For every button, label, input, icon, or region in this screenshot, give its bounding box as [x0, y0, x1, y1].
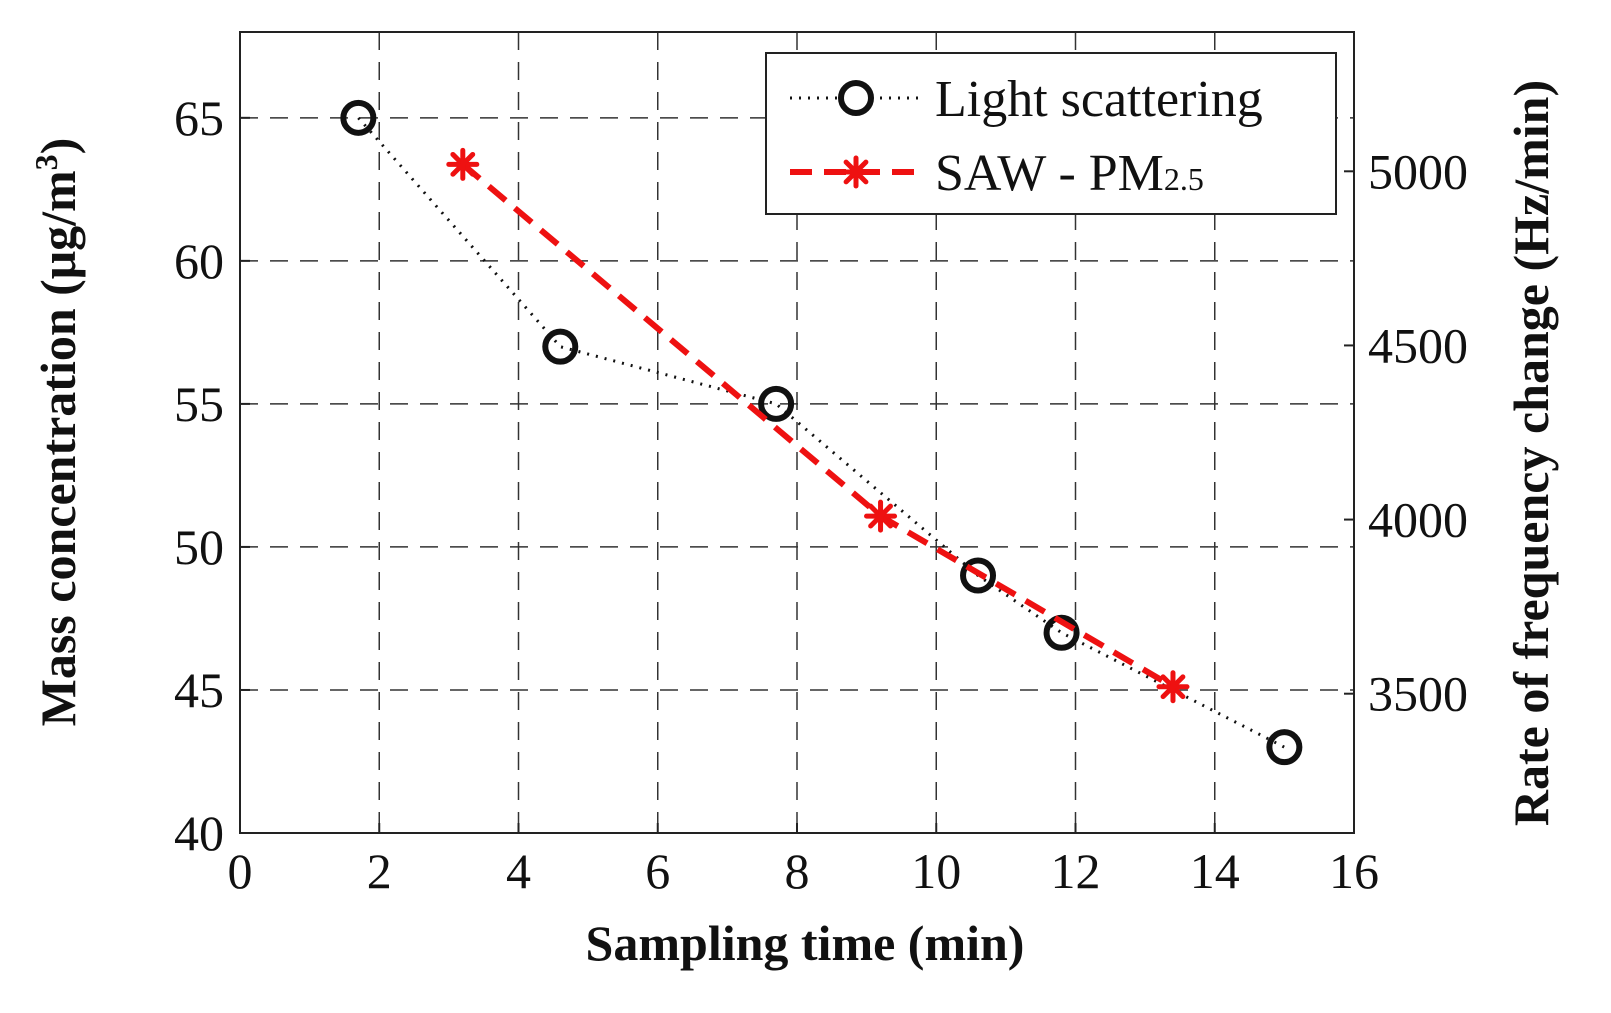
y-axis-title-left-sup: 3 [28, 154, 64, 170]
x-tick-label: 10 [911, 843, 961, 899]
data-point-asterisk [864, 499, 898, 533]
y-axis-title-left-main: Mass concentration (μg/m [30, 170, 86, 726]
data-point-circle [1043, 614, 1080, 651]
y-tick-label-right: 4500 [1368, 317, 1468, 373]
asterisk-stroke [450, 151, 476, 177]
data-point-asterisk [1156, 670, 1190, 704]
x-axis-title: Sampling time (min) [586, 915, 1025, 971]
data-point-circle [960, 557, 997, 594]
asterisk-stroke [868, 503, 893, 529]
x-tick-label: 2 [367, 843, 392, 899]
y-tick-label-right: 3500 [1368, 666, 1468, 722]
y-axis-title-left: Mass concentration (μg/m3) [28, 138, 86, 727]
legend: Light scattering SAW - PM2.5 [765, 52, 1337, 215]
series-line-1 [460, 162, 1175, 690]
asterisk-stroke [1160, 674, 1186, 700]
data-point-circle [542, 328, 579, 365]
legend-entry-light-scattering: Light scattering [790, 71, 1263, 128]
x-tick-label: 0 [228, 843, 253, 899]
y-tick-label-left: 65 [174, 90, 224, 146]
series-layer [340, 99, 1303, 766]
data-point-asterisk [446, 147, 480, 181]
y-tick-label-left: 55 [174, 376, 224, 432]
y-axis-title-right: Rate of frequency change (Hz/min) [1503, 80, 1559, 826]
x-tick-label: 4 [506, 843, 531, 899]
y-axis-title-left-tail: ) [30, 138, 86, 155]
y-tick-label-left: 45 [174, 662, 224, 718]
x-tick-label: 12 [1051, 843, 1101, 899]
legend-asterisk-shape [839, 155, 873, 189]
legend-label-light-scattering: Light scattering [935, 71, 1263, 128]
legend-label-saw-sub: 2.5 [1164, 161, 1204, 197]
y-tick-label-left: 50 [174, 519, 224, 575]
data-point-circle [758, 385, 795, 422]
y-tick-label-right: 5000 [1368, 143, 1468, 199]
legend-entry-saw: SAW - PM2.5 [790, 145, 1204, 202]
legend-marker-circle [838, 80, 874, 116]
data-point-circle [1266, 729, 1303, 766]
legend-label-saw-main: SAW - PM [935, 145, 1164, 202]
y-tick-label-left: 40 [174, 805, 224, 861]
x-tick-label: 6 [645, 843, 670, 899]
x-tick-label: 16 [1329, 843, 1379, 899]
legend-label-saw: SAW - PM2.5 [935, 145, 1204, 202]
tick-marks [239, 116, 1355, 834]
x-tick-label: 14 [1190, 843, 1240, 899]
legend-marker-asterisk [839, 155, 873, 189]
x-tick-label: 8 [785, 843, 810, 899]
legend-box [765, 52, 1337, 215]
tick-labels: 0 2 4 6 8 10 12 14 16 40 45 50 55 60 65 3500 4000 4500 500… [174, 90, 1468, 899]
series-line-0 [357, 116, 1286, 749]
y-tick-label-left: 60 [174, 233, 224, 289]
y-tick-label-right: 4000 [1368, 492, 1468, 548]
asterisk-stroke [843, 159, 869, 185]
data-point-circle [340, 99, 377, 136]
